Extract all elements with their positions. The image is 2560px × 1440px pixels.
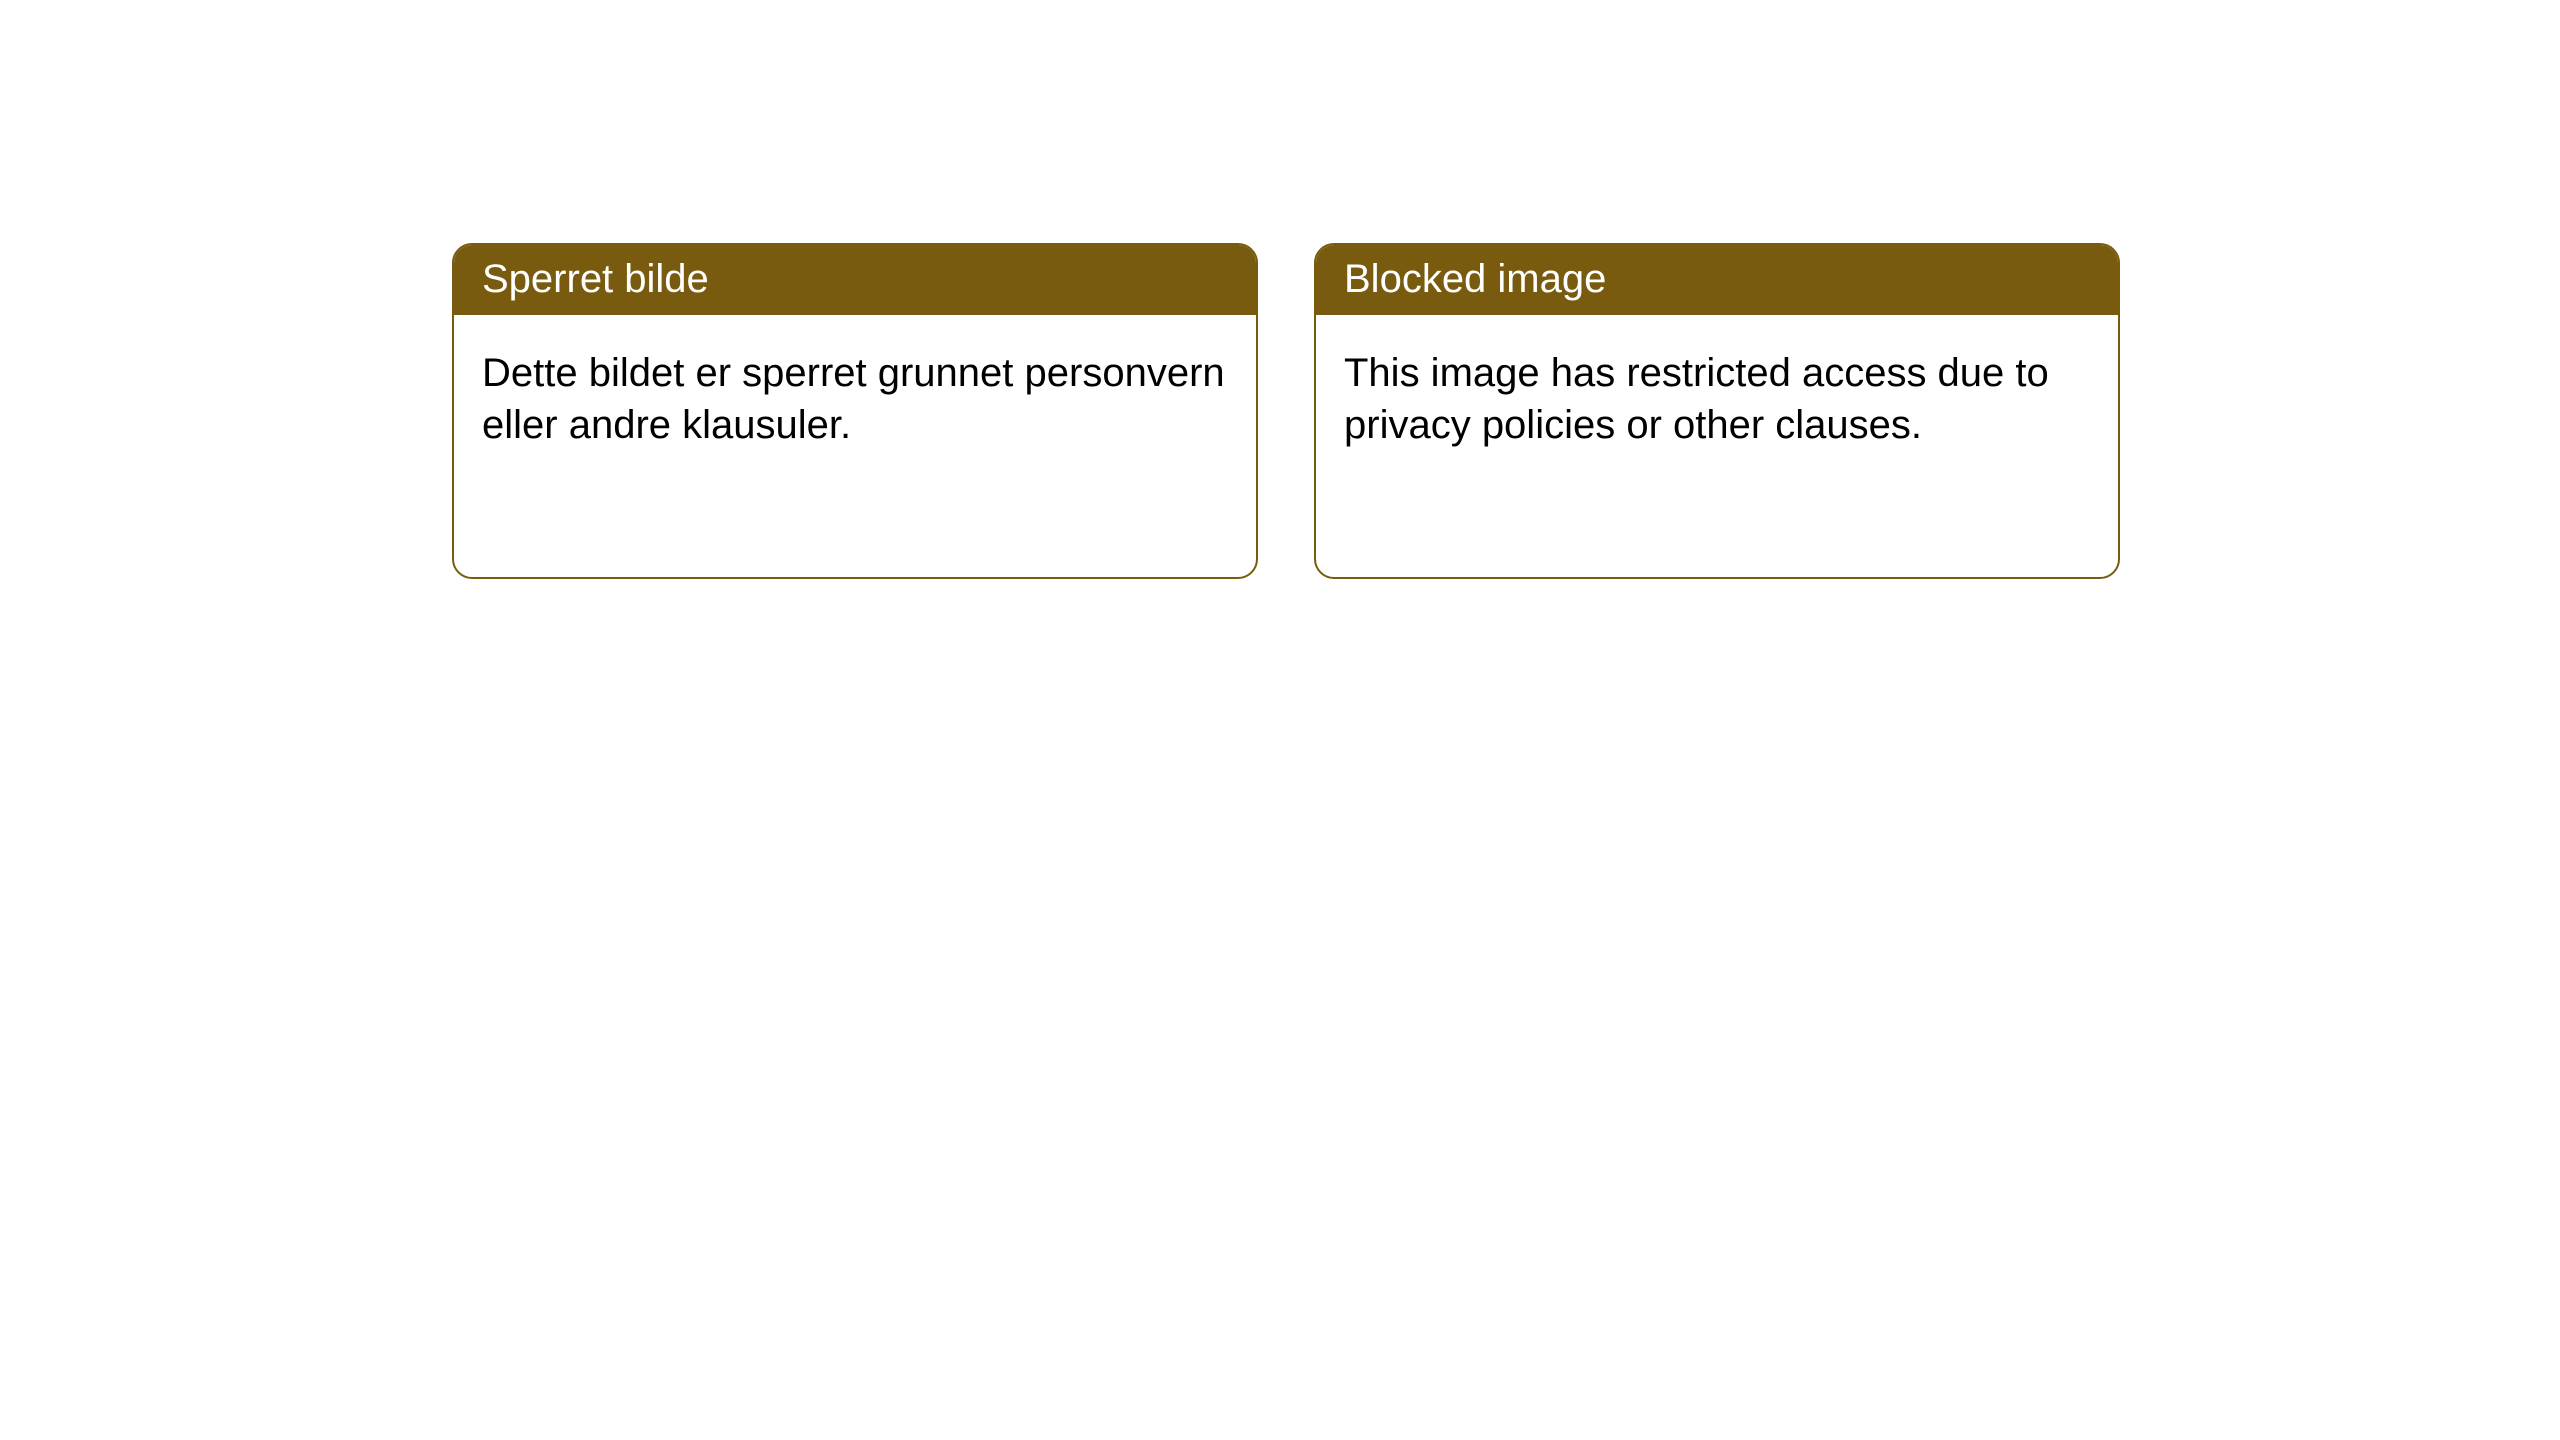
card-body: Dette bildet er sperret grunnet personve… (454, 315, 1256, 483)
card-body: This image has restricted access due to … (1316, 315, 2118, 483)
card-title: Sperret bilde (482, 257, 709, 301)
card-body-text: Dette bildet er sperret grunnet personve… (482, 351, 1225, 447)
notice-card-norwegian: Sperret bilde Dette bildet er sperret gr… (452, 243, 1258, 579)
card-header: Blocked image (1316, 245, 2118, 315)
notice-container: Sperret bilde Dette bildet er sperret gr… (0, 0, 2560, 579)
card-title: Blocked image (1344, 257, 1606, 301)
card-body-text: This image has restricted access due to … (1344, 351, 2049, 447)
card-header: Sperret bilde (454, 245, 1256, 315)
notice-card-english: Blocked image This image has restricted … (1314, 243, 2120, 579)
